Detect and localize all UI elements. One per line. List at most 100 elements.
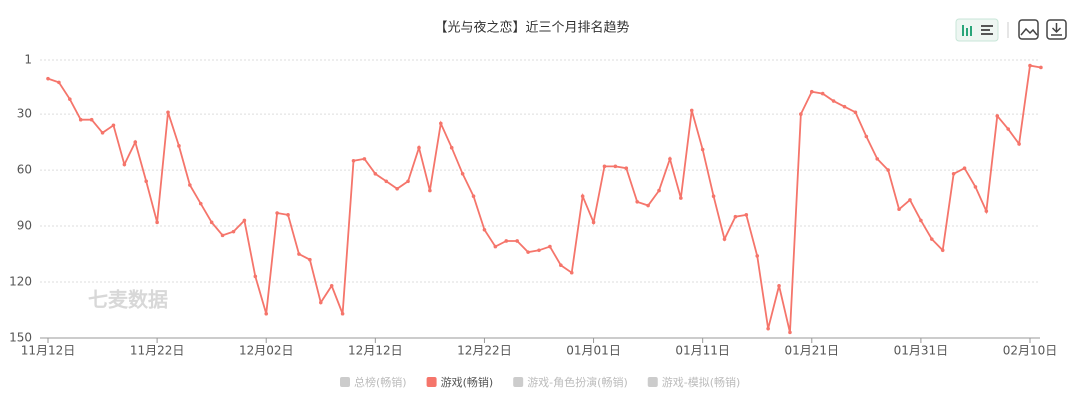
point [188,183,192,187]
point [624,166,629,171]
point [166,110,170,115]
point [46,76,50,81]
point [122,162,127,167]
point [733,214,738,219]
point [177,144,181,148]
legend-label: 游戏-角色扮演(畅销) [527,375,628,389]
y-tick-label: 120 [9,275,32,289]
point [744,213,749,217]
point [799,112,803,116]
point [308,257,312,262]
legend-swatch [426,377,437,387]
point [57,80,61,85]
x-tick-label: 02月10日 [1003,344,1058,358]
series-line [47,64,1042,333]
point [559,263,563,268]
x-tick-label: 11月12日 [21,344,76,358]
point [711,194,716,199]
watermark: 七麦数据 [88,288,168,312]
toolbar [955,18,1067,42]
legend-swatch [513,377,524,387]
point [788,330,792,335]
point [602,164,607,169]
point [864,134,869,139]
point [973,185,978,189]
download-button[interactable] [1046,19,1067,40]
x-tick-label: 01月11日 [675,344,730,358]
point [329,283,334,288]
point [144,179,148,184]
point [755,254,760,258]
point [635,199,639,204]
point [1028,63,1032,68]
point [133,140,138,144]
point [679,196,683,200]
point [766,326,770,331]
x-tick-label: 12月12日 [348,344,403,358]
point [460,172,465,176]
point [384,179,389,184]
point [253,274,258,279]
point [591,220,596,225]
point [886,168,890,172]
point [1017,142,1021,146]
point [646,203,650,208]
point [417,145,421,150]
y-tick-label: 90 [17,219,32,233]
chart-title: 【光与夜之恋】近三个月排名趋势 [434,20,629,36]
point [842,104,847,109]
point [995,114,1000,118]
point [984,209,989,213]
point [318,300,323,305]
point [504,239,509,243]
point [340,311,345,316]
download-icon [1051,23,1062,36]
bar-icon [962,25,972,36]
point [580,194,585,199]
image-button[interactable] [1018,19,1039,40]
point [537,248,541,253]
point [668,157,672,161]
y-tick-label: 60 [17,163,32,177]
point [962,166,967,171]
point [613,164,618,169]
point [111,123,116,128]
x-tick-label: 12月22日 [457,344,512,358]
y-tick-label: 30 [17,107,32,121]
point [809,89,814,94]
point [897,207,901,212]
point [930,237,934,241]
point [853,110,858,115]
point [264,311,269,316]
point [198,201,203,206]
point [689,108,694,113]
point [351,158,356,163]
point [297,252,301,256]
point [155,220,159,225]
point [100,130,105,135]
point [209,220,214,225]
legend-label: 游戏(畅销) [441,375,494,389]
point [449,145,454,150]
point [919,218,923,223]
point [515,239,519,243]
point [700,147,705,152]
point [940,248,945,253]
point [657,188,661,193]
point [242,218,247,223]
point [1006,127,1010,131]
point [482,227,487,232]
point [275,211,279,215]
point [875,157,880,161]
x-tick-label: 01月21日 [785,344,840,358]
x-tick-label: 11月22日 [130,344,185,358]
point [428,188,432,193]
point [1039,65,1043,70]
point [722,237,727,241]
point [831,99,836,103]
point [68,97,72,101]
point [951,172,956,176]
x-tick-label: 12月02日 [239,344,294,358]
point [78,117,83,122]
